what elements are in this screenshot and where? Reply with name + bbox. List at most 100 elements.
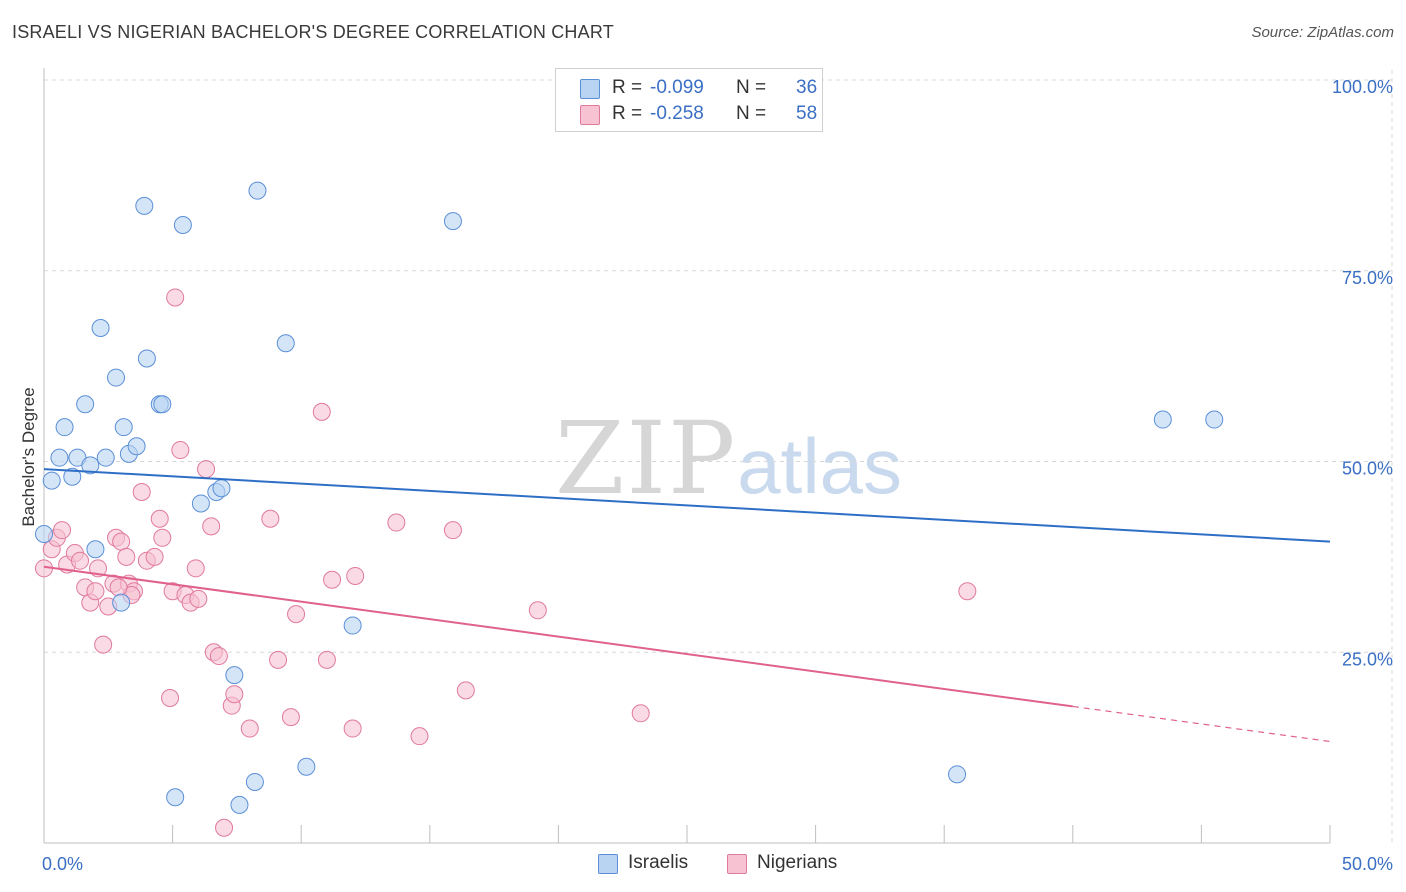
nigerian-point (528, 601, 547, 620)
nigerian-point (112, 532, 131, 551)
israeli-point (443, 212, 462, 231)
israeli-point (86, 540, 105, 559)
nigerian-point (240, 719, 259, 738)
israeli-point (343, 616, 362, 635)
israeli-point (276, 334, 295, 353)
nigerian-point (631, 704, 650, 723)
nigerian-point (150, 509, 169, 528)
trend-line-nigerians (43, 565, 1073, 708)
chart-title: ISRAELI VS NIGERIAN BACHELOR'S DEGREE CO… (12, 22, 614, 42)
y-tick-label: 100.0% (1332, 77, 1393, 97)
israeli-point (55, 418, 74, 437)
israeli-point (135, 196, 154, 215)
nigerian-point (94, 635, 113, 654)
israelis-r-value: -0.099 (650, 77, 704, 98)
nigerian-point (189, 589, 208, 608)
nigerian-point (209, 647, 228, 666)
nigerian-point (387, 513, 406, 532)
nigerian-point (343, 719, 362, 738)
nigerian-point (186, 559, 205, 578)
x-tick-label-min: 0.0% (42, 854, 83, 874)
nigerian-point (71, 551, 90, 570)
israeli-point (1153, 410, 1172, 429)
israeli-point (63, 467, 82, 486)
y-tick-label: 75.0% (1342, 268, 1393, 288)
y-tick-label: 25.0% (1342, 649, 1393, 669)
nigerian-point (132, 483, 151, 502)
nigerian-point (197, 460, 216, 479)
israeli-point (1205, 410, 1224, 429)
y-axis-label: Bachelor's Degree (19, 387, 38, 526)
israeli-point (191, 494, 210, 513)
israeli-point (35, 524, 53, 543)
nigerians-n-value: 58 (796, 103, 818, 124)
nigerian-point (410, 727, 429, 746)
israeli-point (50, 448, 69, 467)
x-tick-label-max: 50.0% (1342, 854, 1393, 874)
nigerian-point (86, 582, 105, 601)
israeli-point (81, 456, 100, 475)
bottom-nigerians-label: Nigerians (757, 852, 838, 873)
israeli-point (166, 788, 185, 807)
nigerian-point (109, 578, 128, 597)
nigerian-point (323, 570, 342, 589)
israelis-r-label: R = (612, 77, 643, 98)
nigerian-point (443, 521, 462, 540)
nigerian-point (312, 402, 331, 421)
nigerian-point (346, 566, 365, 585)
israeli-point (112, 593, 131, 612)
nigerian-point (171, 441, 190, 460)
nigerian-point (166, 288, 185, 307)
nigerian-point (287, 605, 306, 624)
israeli-point (96, 448, 115, 467)
watermark: ZIPatlas (555, 400, 902, 517)
trend-layer (43, 468, 1331, 743)
trend-line-nigerians-extrapolated (1072, 705, 1331, 743)
nigerian-point (225, 685, 244, 704)
nigerian-point (269, 650, 288, 669)
bottom-israelis-label: Israelis (628, 852, 689, 873)
nigerian-point (317, 650, 336, 669)
nigerian-point (261, 509, 280, 528)
bottom-israelis-swatch (598, 854, 618, 874)
nigerians-points (35, 288, 977, 837)
bottom-nigerians-swatch (727, 854, 747, 874)
nigerians-swatch (580, 105, 600, 125)
nigerian-point (117, 547, 136, 566)
correlation-legend: R = -0.099 N = 36 R = -0.258 N = 58 (555, 68, 823, 132)
israeli-point (297, 757, 316, 776)
nigerian-point (161, 689, 180, 708)
israeli-point (212, 479, 231, 498)
trend-line-israelis (43, 468, 1331, 543)
watermark-atlas: atlas (737, 422, 903, 510)
israeli-point (127, 437, 146, 456)
israeli-point (91, 318, 110, 337)
nigerians-r-label: R = (612, 103, 643, 124)
y-tick-label: 50.0% (1342, 459, 1393, 479)
source-label: Source: ZipAtlas.com (1251, 24, 1394, 41)
watermark-zip: ZIP (555, 400, 738, 517)
nigerian-point (153, 528, 172, 547)
israeli-point (948, 765, 967, 784)
nigerian-point (202, 517, 221, 536)
nigerian-point (145, 547, 164, 566)
israeli-point (230, 795, 249, 814)
israeli-point (248, 181, 267, 200)
label-layer: 100.0% 75.0% 50.0% 25.0% 0.0% 50.0% Bachelor's… (19, 77, 1393, 874)
israelis-swatch (580, 79, 600, 99)
israeli-point (107, 368, 126, 387)
nigerian-point (215, 818, 234, 837)
nigerian-point (281, 708, 300, 727)
israeli-point (225, 666, 244, 685)
israeli-point (114, 418, 133, 437)
nigerians-r-value: -0.258 (650, 103, 704, 124)
nigerian-point (53, 521, 72, 540)
israeli-point (76, 395, 95, 414)
israeli-point (173, 215, 192, 234)
nigerian-point (456, 681, 475, 700)
israeli-point (245, 772, 264, 791)
israelis-points (35, 181, 1224, 814)
israeli-point (137, 349, 156, 368)
axes-layer (43, 68, 1331, 844)
